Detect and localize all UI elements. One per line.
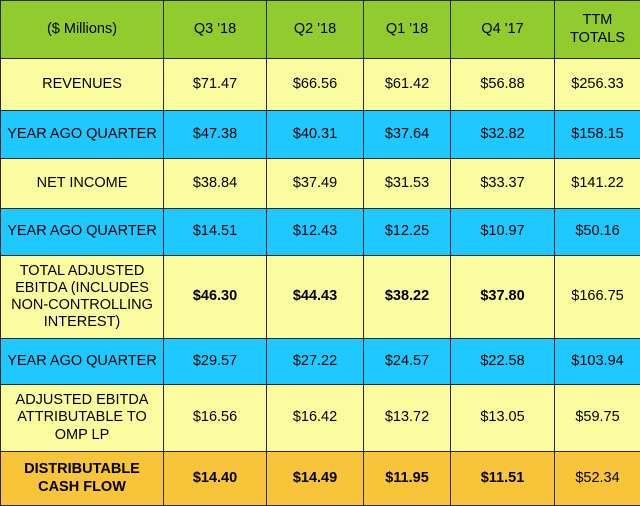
header-units: ($ Millions) [1,1,164,59]
row-label: TOTAL ADJUSTED EBITDA (INCLUDES NON-CONT… [1,256,164,339]
header-ttm-totals: TTM TOTALS [555,1,640,59]
table-row-year-ago: YEAR AGO QUARTER $29.57 $27.22 $24.57 $2… [1,339,640,385]
cell-value: $61.42 [364,59,451,111]
row-label: YEAR AGO QUARTER [1,339,164,385]
cell-value: $29.57 [164,339,267,385]
cell-value: $44.43 [267,256,364,339]
cell-value: $13.72 [364,385,451,452]
table-row-adjusted-ebitda-omp: ADJUSTED EBITDA ATTRIBUTABLE TO OMP LP $… [1,385,640,452]
row-label: ADJUSTED EBITDA ATTRIBUTABLE TO OMP LP [1,385,164,452]
row-label: YEAR AGO QUARTER [1,111,164,159]
cell-value: $37.80 [451,256,555,339]
header-q2-18: Q2 '18 [267,1,364,59]
cell-value: $71.47 [164,59,267,111]
cell-value: $50.16 [555,209,640,256]
cell-value: $37.64 [364,111,451,159]
cell-value: $31.53 [364,159,451,209]
cell-value: $158.15 [555,111,640,159]
cell-value: $16.56 [164,385,267,452]
table-row-net-income: NET INCOME $38.84 $37.49 $31.53 $33.37 $… [1,159,640,209]
cell-value: $12.25 [364,209,451,256]
cell-value: $11.51 [451,452,555,506]
cell-value: $38.22 [364,256,451,339]
cell-value: $141.22 [555,159,640,209]
cell-value: $24.57 [364,339,451,385]
cell-value: $33.37 [451,159,555,209]
row-label: YEAR AGO QUARTER [1,209,164,256]
cell-value: $22.58 [451,339,555,385]
header-q3-18: Q3 '18 [164,1,267,59]
cell-value: $56.88 [451,59,555,111]
cell-value: $52.34 [555,452,640,506]
cell-value: $38.84 [164,159,267,209]
cell-value: $59.75 [555,385,640,452]
header-q1-18: Q1 '18 [364,1,451,59]
cell-value: $46.30 [164,256,267,339]
row-label: DISTRIBUTABLE CASH FLOW [1,452,164,506]
cell-value: $32.82 [451,111,555,159]
table-row-year-ago: YEAR AGO QUARTER $14.51 $12.43 $12.25 $1… [1,209,640,256]
header-row: ($ Millions) Q3 '18 Q2 '18 Q1 '18 Q4 '17… [1,1,640,59]
cell-value: $37.49 [267,159,364,209]
row-label: NET INCOME [1,159,164,209]
cell-value: $256.33 [555,59,640,111]
cell-value: $66.56 [267,59,364,111]
row-label: REVENUES [1,59,164,111]
cell-value: $16.42 [267,385,364,452]
cell-value: $12.43 [267,209,364,256]
cell-value: $10.97 [451,209,555,256]
table-row-total-adjusted-ebitda: TOTAL ADJUSTED EBITDA (INCLUDES NON-CONT… [1,256,640,339]
table-row-distributable-cash-flow: DISTRIBUTABLE CASH FLOW $14.40 $14.49 $1… [1,452,640,506]
cell-value: $13.05 [451,385,555,452]
cell-value: $47.38 [164,111,267,159]
cell-value: $103.94 [555,339,640,385]
cell-value: $166.75 [555,256,640,339]
table-row-revenues: REVENUES $71.47 $66.56 $61.42 $56.88 $25… [1,59,640,111]
cell-value: $14.51 [164,209,267,256]
cell-value: $14.40 [164,452,267,506]
cell-value: $40.31 [267,111,364,159]
cell-value: $14.49 [267,452,364,506]
header-q4-17: Q4 '17 [451,1,555,59]
table-row-year-ago: YEAR AGO QUARTER $47.38 $40.31 $37.64 $3… [1,111,640,159]
cell-value: $11.95 [364,452,451,506]
cell-value: $27.22 [267,339,364,385]
